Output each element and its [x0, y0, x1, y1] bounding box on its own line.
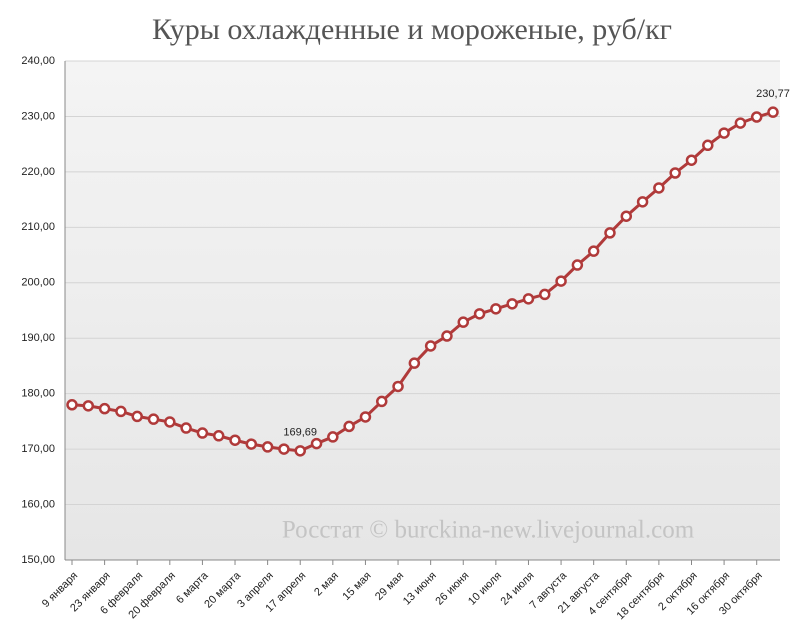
marker — [587, 245, 600, 257]
marker — [653, 182, 665, 194]
marker — [702, 139, 714, 152]
marker — [490, 303, 502, 315]
y-tick-label: 150,00 — [21, 554, 55, 566]
marker — [571, 259, 584, 271]
data-label: 169,69 — [283, 427, 317, 439]
marker — [750, 111, 763, 123]
marker — [147, 413, 160, 425]
marker — [115, 405, 127, 418]
marker — [164, 416, 176, 428]
annotation: Росстат © burckina-new.livejournal.com — [282, 517, 695, 544]
marker — [82, 400, 95, 412]
marker — [555, 275, 567, 287]
y-tick-label: 190,00 — [21, 332, 55, 344]
marker — [441, 330, 453, 342]
marker — [278, 443, 290, 455]
chart-title: Куры охлажденные и мороженые, руб/кг — [152, 13, 672, 46]
plot-area — [65, 61, 780, 560]
x-tick-label: 10 июля — [466, 570, 504, 608]
marker — [734, 117, 747, 129]
y-tick-label: 240,00 — [21, 55, 55, 67]
marker — [767, 106, 779, 118]
marker — [245, 438, 258, 450]
marker — [392, 380, 404, 393]
marker — [522, 293, 535, 305]
y-tick-label: 200,00 — [21, 277, 55, 289]
marker — [131, 410, 143, 423]
y-tick-label: 230,00 — [21, 110, 55, 122]
marker — [294, 445, 306, 457]
marker — [343, 420, 355, 433]
marker — [424, 340, 437, 352]
marker — [327, 431, 339, 443]
marker — [473, 308, 486, 320]
y-tick-label: 180,00 — [21, 388, 55, 400]
marker — [604, 227, 616, 239]
marker — [408, 357, 421, 369]
marker — [261, 441, 274, 453]
marker — [180, 422, 192, 434]
y-tick-label: 220,00 — [21, 166, 55, 178]
marker — [620, 210, 633, 222]
marker — [212, 430, 225, 442]
marker — [66, 399, 78, 411]
marker — [359, 411, 372, 423]
marker — [685, 154, 698, 166]
marker — [539, 288, 551, 301]
marker — [636, 196, 649, 208]
x-tick-label: 26 июня — [433, 570, 471, 608]
marker — [375, 395, 388, 408]
marker — [457, 316, 470, 328]
marker — [196, 427, 209, 439]
marker — [669, 167, 681, 179]
marker — [229, 434, 241, 446]
x-tick-label: 13 июня — [401, 570, 439, 608]
x-tick-label: 15 мая — [340, 570, 373, 603]
y-tick-label: 170,00 — [21, 443, 55, 455]
marker — [506, 298, 518, 310]
y-tick-label: 160,00 — [21, 498, 55, 510]
data-label: 230,77 — [756, 88, 790, 100]
y-tick-label: 210,00 — [21, 221, 55, 233]
marker — [98, 402, 111, 415]
x-tick-label: 2 мая — [312, 570, 341, 599]
marker — [310, 437, 323, 450]
marker — [718, 127, 730, 139]
